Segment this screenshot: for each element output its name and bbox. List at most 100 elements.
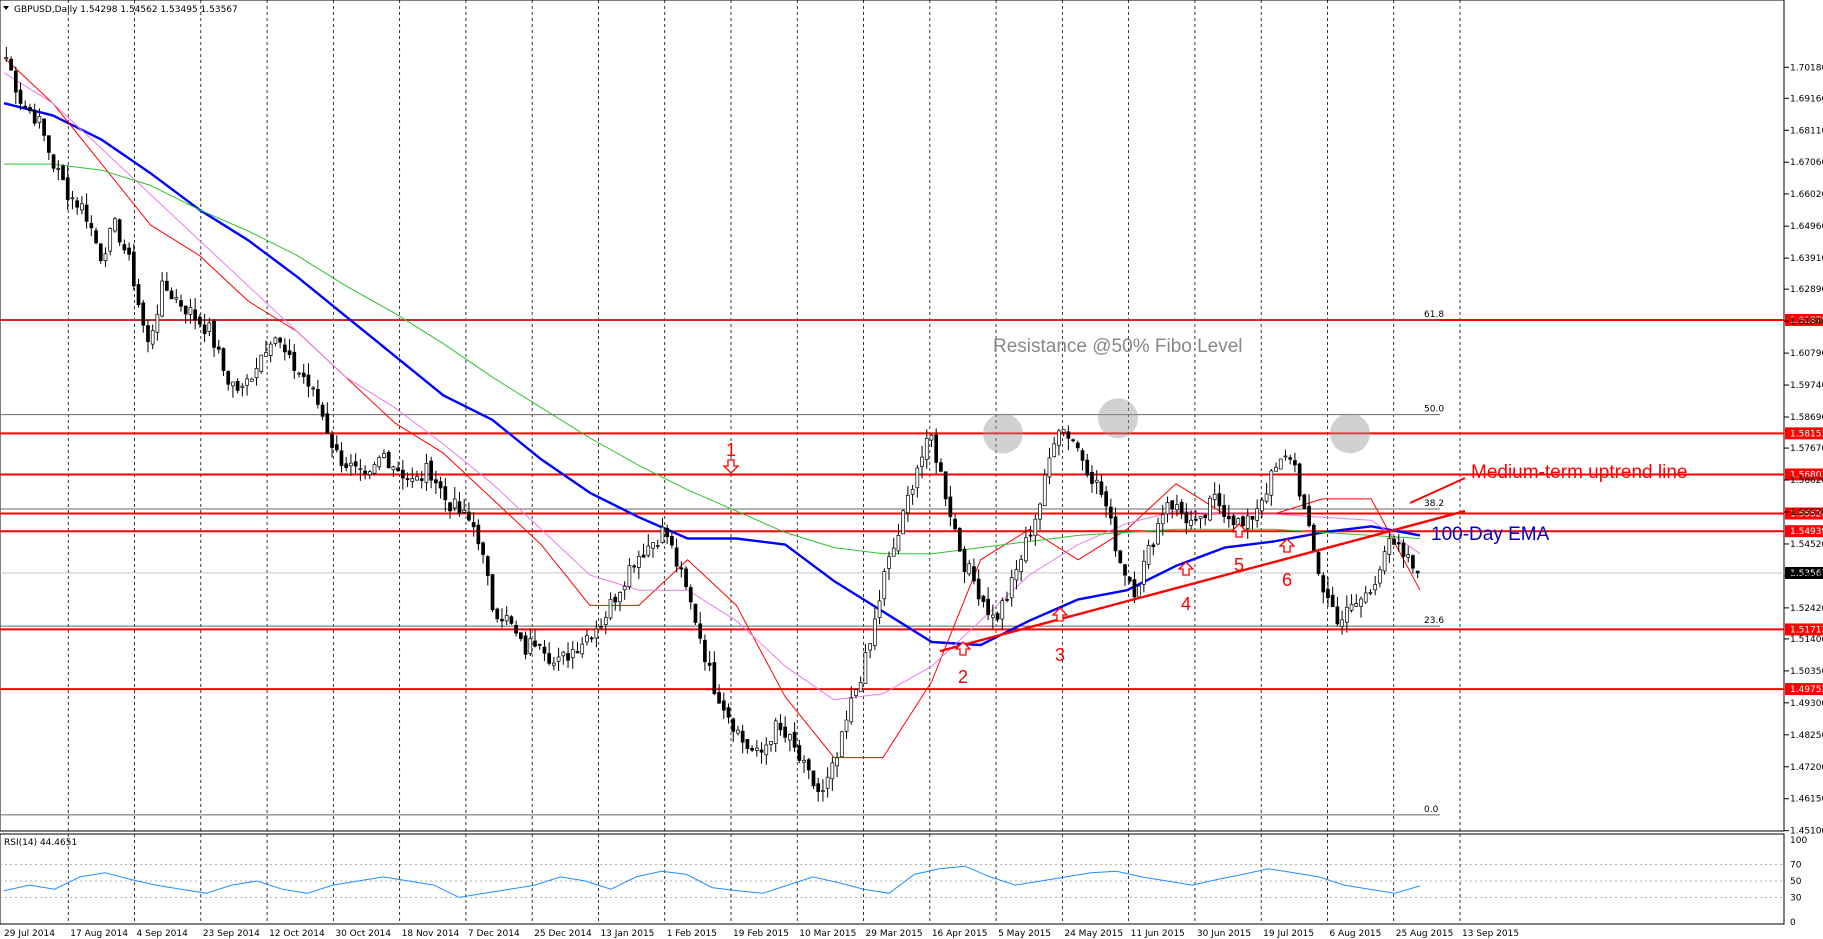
candle-body xyxy=(1326,588,1330,599)
candle-body xyxy=(882,571,887,600)
time-tick-label: 12 Oct 2014 xyxy=(269,929,325,939)
resistance-highlights xyxy=(983,398,1370,454)
candle-body xyxy=(1113,516,1118,552)
current-price-label: 1.53567 xyxy=(1790,569,1823,579)
price-tick-label: 1.64960 xyxy=(1790,222,1823,232)
level-price-label: 1.54939 xyxy=(1790,527,1823,537)
level-price-badge xyxy=(1785,468,1823,481)
candle-body xyxy=(434,479,438,484)
horizontal-levels: 1.61879 1.58153 1.56803 1.55520 1.54939 1.517… xyxy=(0,313,1823,696)
candle-body xyxy=(1411,555,1415,569)
candle-body xyxy=(386,451,391,469)
resistance-annotation: Resistance @50% Fibo Level xyxy=(993,336,1243,357)
candle-body xyxy=(363,470,367,475)
time-tick-label: 13 Jan 2015 xyxy=(600,929,654,939)
candle-body xyxy=(1047,457,1052,478)
price-tick-label: 1.53470 xyxy=(1790,572,1823,582)
candle-body xyxy=(990,614,995,618)
price-tick-label: 1.47200 xyxy=(1790,763,1823,773)
candle-body xyxy=(282,344,287,353)
candle-body xyxy=(910,488,915,495)
candle-body xyxy=(164,280,169,291)
candle-body xyxy=(490,574,495,611)
candle-body xyxy=(1165,502,1170,515)
candle-body xyxy=(37,116,42,123)
candle-body xyxy=(1344,606,1349,623)
candle-body xyxy=(1222,505,1226,517)
candle-body xyxy=(1203,514,1208,518)
up-arrow-icon xyxy=(954,641,972,656)
candle-body xyxy=(1293,460,1297,466)
time-tick-label: 17 Aug 2014 xyxy=(70,929,128,939)
moving-average-line xyxy=(3,102,1421,647)
candle-body xyxy=(1061,429,1066,433)
price-tick-label: 1.70180 xyxy=(1790,63,1823,73)
candle-body xyxy=(424,462,429,483)
current-price-badge xyxy=(1785,566,1823,579)
candle-body xyxy=(56,168,61,170)
candle-body xyxy=(778,722,783,731)
candle-body xyxy=(221,348,226,372)
candle-body xyxy=(542,646,547,654)
candle-body xyxy=(1255,508,1260,521)
candle-body xyxy=(358,468,363,471)
candle-body xyxy=(1099,481,1104,495)
rsi-line xyxy=(3,865,1421,898)
price-tick-label: 1.59740 xyxy=(1790,381,1823,391)
price-tick-label: 1.63910 xyxy=(1790,254,1823,264)
rsi-tick-label: 70 xyxy=(1790,861,1802,871)
level-price-label: 1.61879 xyxy=(1790,316,1823,326)
candle-body xyxy=(268,343,273,356)
candle-body xyxy=(995,613,1000,620)
resistance-highlight xyxy=(983,413,1023,454)
time-tick-label: 1 Feb 2015 xyxy=(667,929,717,939)
time-tick-label: 11 Jun 2015 xyxy=(1131,929,1185,939)
vertical-gridlines xyxy=(67,0,1461,924)
candle-body xyxy=(448,502,452,512)
candle-body xyxy=(1245,515,1250,529)
candle-body xyxy=(825,776,830,789)
price-tick-label: 1.69160 xyxy=(1790,94,1823,104)
level-price-badge xyxy=(1785,507,1823,520)
candle-body xyxy=(1231,515,1236,526)
fibonacci-level-label: 38.2 xyxy=(1424,499,1444,509)
candle-body xyxy=(703,639,707,663)
candle-body xyxy=(89,223,94,229)
candle-body xyxy=(1071,439,1075,442)
candle-body xyxy=(108,228,113,252)
candle-body xyxy=(1019,559,1024,573)
candle-body xyxy=(750,747,754,751)
candle-body xyxy=(641,554,646,558)
candle-body xyxy=(523,635,528,655)
uptrend-label-pointer xyxy=(1409,477,1466,504)
level-price-badge xyxy=(1785,683,1823,696)
candle-body xyxy=(1373,584,1378,591)
time-tick-label: 24 May 2015 xyxy=(1064,929,1123,939)
candle-body xyxy=(13,70,18,93)
time-tick-label: 25 Aug 2015 xyxy=(1396,929,1454,939)
time-tick-label: 30 Jun 2015 xyxy=(1197,929,1251,939)
candle-body xyxy=(665,527,670,537)
candle-body xyxy=(1028,534,1033,537)
candle-body xyxy=(844,719,849,732)
candle-body xyxy=(23,105,28,108)
candle-body xyxy=(580,643,585,655)
time-tick-label: 29 Jul 2014 xyxy=(4,929,55,939)
candle-body xyxy=(651,542,655,549)
candle-body xyxy=(679,567,684,570)
time-tick-label: 30 Oct 2014 xyxy=(335,929,391,939)
candle-body xyxy=(872,618,877,646)
candle-body xyxy=(344,463,349,469)
candle-body xyxy=(367,471,372,476)
candle-body xyxy=(1335,606,1340,625)
candle-body xyxy=(891,547,896,557)
candle-body xyxy=(1052,443,1057,458)
candle-body xyxy=(721,700,726,711)
candle-body xyxy=(1179,501,1184,514)
candle-body xyxy=(467,511,471,521)
candle-body xyxy=(788,734,792,741)
candle-body xyxy=(981,595,986,602)
candle-body xyxy=(603,617,608,625)
candle-body xyxy=(1090,471,1094,484)
candle-body xyxy=(334,444,339,451)
